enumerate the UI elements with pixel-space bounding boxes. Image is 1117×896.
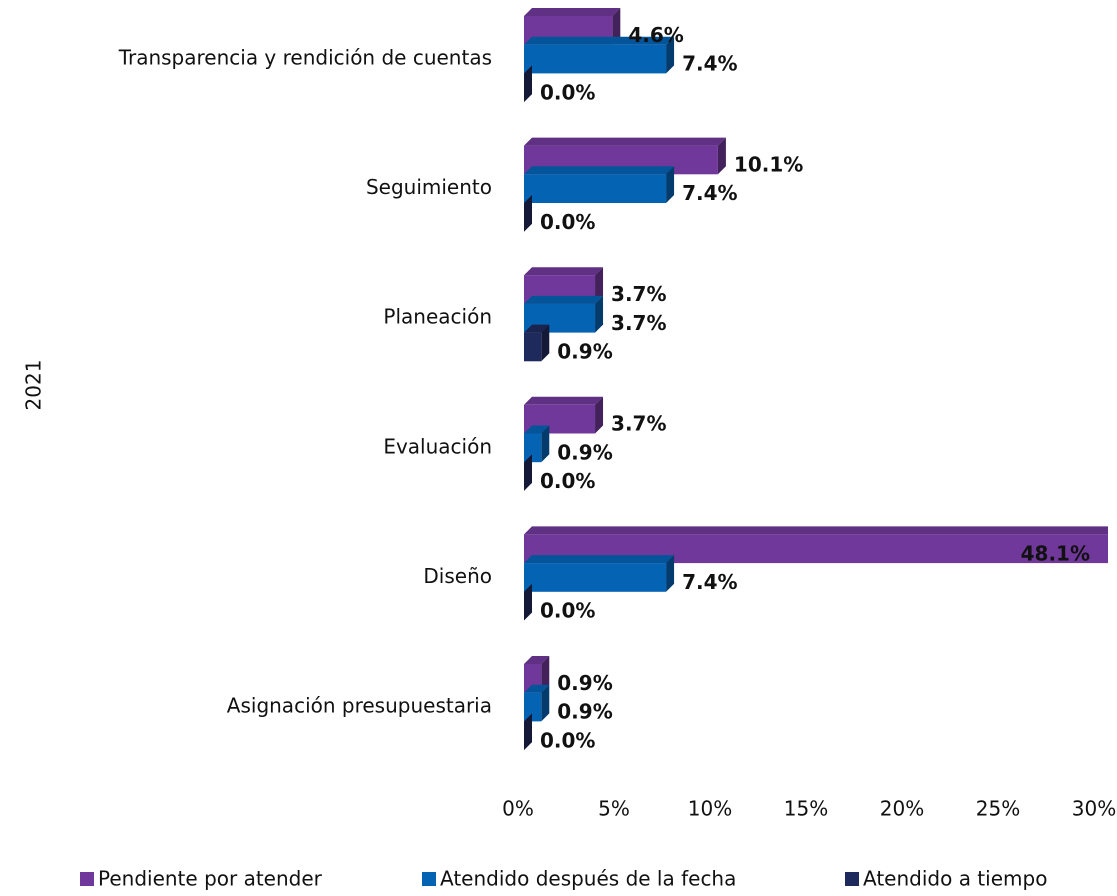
value-label: 0.9%: [557, 700, 612, 724]
bar-side: [666, 36, 675, 74]
bar-side: [524, 583, 532, 621]
bar-top: [524, 267, 604, 276]
bar: [524, 563, 667, 592]
value-label: 0.0%: [540, 728, 595, 752]
bar: [524, 692, 542, 722]
y-axis-label: 2021: [22, 360, 46, 411]
value-label: 0.0%: [540, 210, 595, 234]
bar-top: [524, 396, 604, 405]
value-label: 0.0%: [540, 599, 595, 623]
bar-side: [524, 65, 532, 103]
legend-label: Atendido después de la fecha: [440, 867, 736, 891]
bar-top: [524, 526, 1108, 535]
bar-side: [524, 195, 532, 232]
bar-side: [666, 166, 675, 203]
value-label: 10.1%: [734, 152, 803, 176]
value-label: 0.9%: [557, 339, 612, 363]
category-label: Transparencia y rendición de cuentas: [118, 46, 492, 70]
x-tick-label: 5%: [598, 797, 630, 821]
bar-side: [612, 8, 621, 45]
value-label: 7.4%: [682, 570, 737, 594]
bar-top: [524, 137, 726, 146]
value-label: 3.7%: [611, 412, 666, 436]
x-tick-label: 15%: [784, 797, 828, 821]
value-label: 0.9%: [557, 671, 612, 695]
value-label: 0.0%: [540, 469, 595, 493]
category-label: Planeación: [383, 305, 492, 329]
plot-area: [524, 8, 1108, 751]
value-label: 7.4%: [682, 181, 737, 205]
x-tick-label: 20%: [880, 797, 924, 821]
bar-side: [524, 454, 532, 491]
bar-side: [717, 137, 726, 175]
value-label: 3.7%: [611, 311, 666, 335]
bar-top: [524, 8, 621, 16]
bar-side: [541, 324, 550, 362]
x-tick-label: 30%: [1072, 797, 1116, 821]
value-label: 48.1%: [1021, 541, 1090, 565]
category-label: Seguimiento: [366, 175, 492, 199]
bar-top: [524, 555, 675, 564]
legend-swatch: [845, 872, 859, 886]
legend-label: Pendiente por atender: [98, 867, 323, 891]
bar-side: [666, 555, 675, 592]
bar-top: [524, 684, 550, 693]
bar-side: [524, 713, 532, 751]
bar: [524, 332, 542, 362]
bar-top: [524, 425, 550, 434]
category-label: Asignación presupuestaria: [227, 694, 492, 718]
bar: [524, 433, 542, 463]
bar-side: [595, 396, 604, 434]
bar-top: [524, 36, 675, 45]
bar-side: [595, 267, 604, 304]
value-label: 0.0%: [540, 80, 595, 104]
x-tick-label: 10%: [688, 797, 732, 821]
bar-side: [541, 656, 550, 693]
bar: [524, 44, 667, 74]
bar-top: [524, 166, 675, 175]
category-label: Diseño: [423, 564, 492, 588]
legend-swatch: [80, 872, 94, 886]
x-tick-label: 0%: [502, 797, 534, 821]
bar: [524, 174, 667, 203]
legend-label: Atendido a tiempo: [863, 867, 1047, 891]
legend-swatch: [422, 872, 436, 886]
bar-side: [541, 684, 550, 722]
bar-side: [541, 425, 550, 463]
bar-top: [524, 324, 550, 333]
value-label: 0.9%: [557, 440, 612, 464]
value-label: 7.4%: [682, 52, 737, 76]
bar-top: [524, 295, 604, 304]
bar-side: [595, 295, 604, 333]
x-tick-label: 25%: [976, 797, 1020, 821]
value-label: 4.6%: [628, 23, 683, 47]
category-label: Evaluación: [383, 434, 492, 458]
value-label: 3.7%: [611, 282, 666, 306]
bar-top: [524, 656, 550, 664]
